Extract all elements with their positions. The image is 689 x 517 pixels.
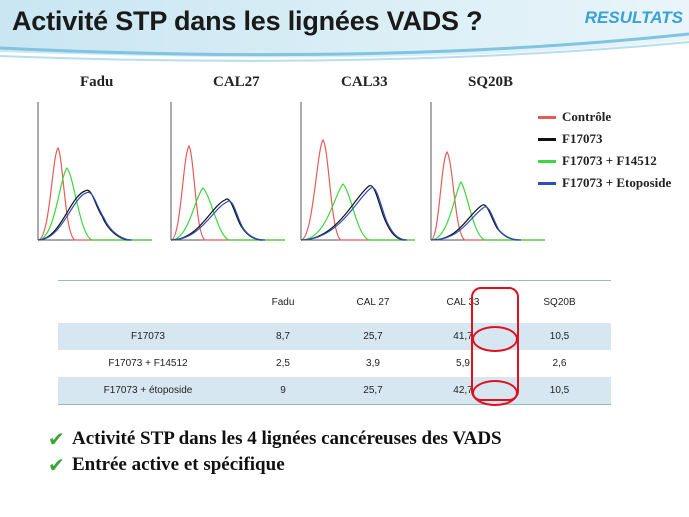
- bullet-text: Activité STP dans les 4 lignées cancéreu…: [72, 428, 502, 449]
- table-header-cell: [58, 280, 238, 323]
- legend-label: F17073: [562, 131, 603, 146]
- table-row: F17073 + F14512 2,5 3,9 5,9 2,6: [58, 350, 611, 377]
- table-cell: F17073: [58, 323, 238, 350]
- bullet-text: Entrée active et spécifique: [72, 454, 285, 475]
- table-cell: 9: [238, 377, 328, 405]
- table-cell: F17073 + étoposide: [58, 377, 238, 405]
- legend-swatch-f14512: [538, 159, 556, 163]
- results-table: Fadu CAL 27 CAL 33 SQ20B F17073 8,7 25,7…: [58, 280, 611, 405]
- table-cell: 5,9: [456, 358, 470, 369]
- list-item: ✔ Activité STP dans les 4 lignées cancér…: [48, 426, 502, 452]
- table-cell: 10,5: [508, 377, 611, 405]
- slide-title: Activité STP dans les lignées VADS ?: [12, 6, 483, 36]
- table-cell: 3,9: [366, 358, 380, 369]
- table-header-cell: SQ20B: [508, 280, 611, 323]
- panel-label-sq20b: SQ20B: [468, 74, 514, 90]
- table-cell: 25,7: [328, 377, 418, 405]
- table-header-cell: CAL 27: [328, 280, 418, 323]
- list-item: ✔ Entrée active et spécifique: [48, 452, 502, 478]
- table-row: F17073 + étoposide 9 25,7 42,7 10,5: [58, 377, 611, 405]
- panel-label-fadu: Fadu: [80, 74, 114, 90]
- legend-label: Contrôle: [562, 109, 612, 124]
- legend-item-controle: Contrôle: [538, 106, 671, 128]
- table-cell: F17073 + F14512: [108, 358, 188, 369]
- table-cell: 2,6: [552, 358, 567, 369]
- histogram-legend: Contrôle F17073 F17073 + F14512 F17073 +…: [538, 106, 671, 194]
- highlight-oval-row3: [472, 380, 518, 406]
- checkmark-icon: ✔: [48, 453, 65, 477]
- table-header-row: Fadu CAL 27 CAL 33 SQ20B: [58, 280, 611, 323]
- legend-label: F17073 + F14512: [562, 153, 657, 168]
- panel-label-cal33: CAL33: [341, 74, 388, 90]
- legend-item-etoposide: F17073 + Etoposide: [538, 172, 671, 194]
- panel-label-cal27: CAL27: [213, 74, 260, 90]
- histogram-cal33: [300, 102, 415, 241]
- table-cell: 25,7: [328, 323, 418, 350]
- results-badge: RESULTATS: [584, 8, 683, 27]
- legend-swatch-f17073: [538, 137, 556, 141]
- header-decoration: [0, 0, 689, 62]
- legend-swatch-controle: [538, 115, 556, 119]
- histogram-sq20b: [430, 102, 545, 241]
- conclusion-list: ✔ Activité STP dans les 4 lignées cancér…: [48, 426, 502, 478]
- table-cell: 10,5: [508, 323, 611, 350]
- checkmark-icon: ✔: [48, 427, 65, 451]
- table-cell: 8,7: [238, 323, 328, 350]
- histogram-fadu: [37, 102, 152, 241]
- legend-label: F17073 + Etoposide: [562, 175, 672, 190]
- highlight-oval-row1: [472, 326, 518, 352]
- table-row: F17073 8,7 25,7 41,7 10,5: [58, 323, 611, 350]
- legend-item-f14512: F17073 + F14512: [538, 150, 671, 172]
- legend-swatch-etoposide: [538, 181, 556, 185]
- results-table-wrapper: Fadu CAL 27 CAL 33 SQ20B F17073 8,7 25,7…: [58, 280, 611, 405]
- table-cell: 2,5: [276, 358, 290, 369]
- histogram-cal27: [170, 102, 285, 241]
- legend-item-f17073: F17073: [538, 128, 671, 150]
- table-header-cell: Fadu: [238, 280, 328, 323]
